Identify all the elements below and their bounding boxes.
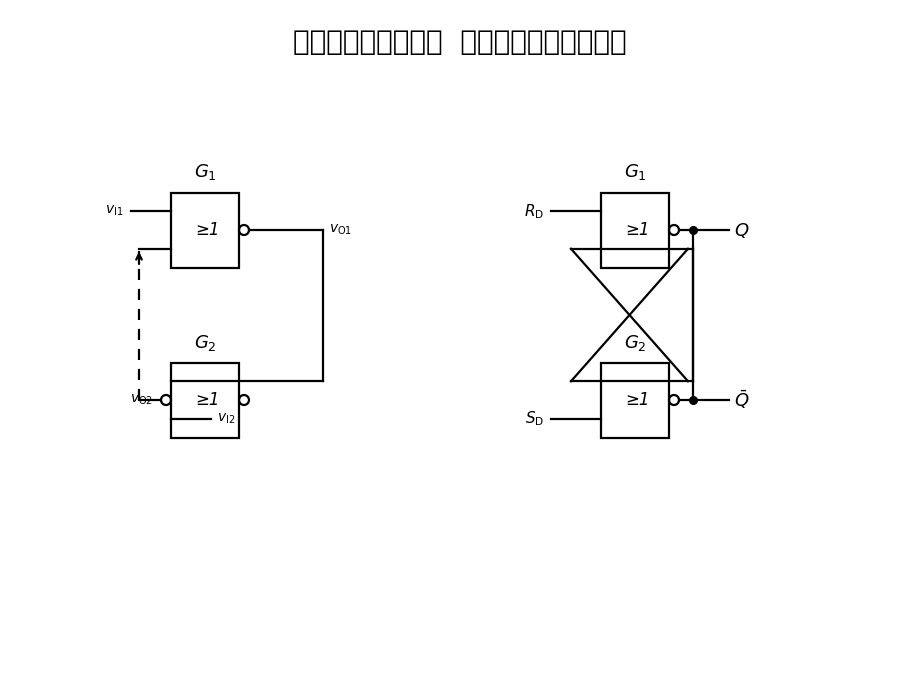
Text: $G_2$: $G_2$ bbox=[623, 333, 646, 353]
Text: ≥1: ≥1 bbox=[196, 221, 220, 239]
Bar bbox=[600, 193, 668, 268]
Text: $G_2$: $G_2$ bbox=[193, 333, 216, 353]
Text: $v_{\rm O2}$: $v_{\rm O2}$ bbox=[130, 393, 153, 407]
Text: ≥1: ≥1 bbox=[625, 391, 650, 409]
Bar bbox=[600, 362, 668, 437]
Text: $R_{\rm D}$: $R_{\rm D}$ bbox=[523, 202, 543, 221]
Text: $S_{\rm D}$: $S_{\rm D}$ bbox=[524, 409, 543, 428]
Text: ≥1: ≥1 bbox=[196, 391, 220, 409]
Text: $G_1$: $G_1$ bbox=[193, 163, 216, 182]
Bar bbox=[171, 362, 239, 437]
Text: $G_1$: $G_1$ bbox=[623, 163, 646, 182]
Text: 如何实现自保持呢？  在电路中加反馈通道。: 如何实现自保持呢？ 在电路中加反馈通道。 bbox=[293, 28, 626, 56]
Text: $v_{\rm I1}$: $v_{\rm I1}$ bbox=[105, 204, 123, 219]
Bar bbox=[171, 193, 239, 268]
Text: ≥1: ≥1 bbox=[625, 221, 650, 239]
Text: $v_{\rm O1}$: $v_{\rm O1}$ bbox=[329, 223, 352, 237]
Text: $v_{\rm I2}$: $v_{\rm I2}$ bbox=[217, 411, 235, 426]
Text: $\bar{Q}$: $\bar{Q}$ bbox=[733, 388, 749, 411]
Text: $Q$: $Q$ bbox=[733, 221, 749, 239]
